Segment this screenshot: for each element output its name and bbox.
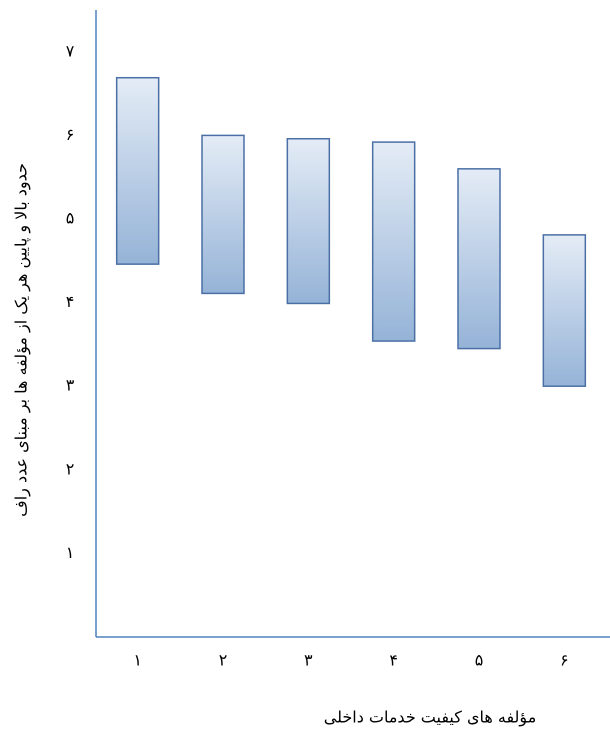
y-tick-label: ۶ [66, 125, 75, 144]
range-bar [543, 235, 585, 386]
x-tick-label: ۱ [133, 651, 142, 670]
range-bar [117, 78, 159, 264]
x-tick-label: ۶ [560, 651, 569, 670]
y-tick-label: ۳ [66, 376, 75, 395]
x-tick-label: ۴ [389, 651, 398, 670]
y-tick-label: ۷ [66, 41, 75, 60]
y-tick-label: ۱ [66, 543, 75, 562]
x-tick-label: ۵ [475, 651, 484, 670]
x-tick-label: ۳ [304, 651, 313, 670]
range-bar [373, 142, 415, 341]
y-axis-title: حدود بالا و پایین هر یک از مؤلفه ها بر م… [12, 163, 32, 517]
range-bar [458, 169, 500, 349]
y-tick-label: ۲ [66, 459, 75, 478]
x-axis-title: مؤلفه های کیفیت خدمات داخلی [324, 708, 537, 728]
range-bar [202, 135, 244, 293]
x-tick-label: ۲ [219, 651, 228, 670]
y-tick-label: ۵ [66, 209, 75, 228]
y-tick-label: ۴ [66, 292, 75, 311]
chart: حدود بالا و پایین هر یک از مؤلفه ها بر م… [0, 0, 610, 743]
range-bar [287, 139, 329, 304]
